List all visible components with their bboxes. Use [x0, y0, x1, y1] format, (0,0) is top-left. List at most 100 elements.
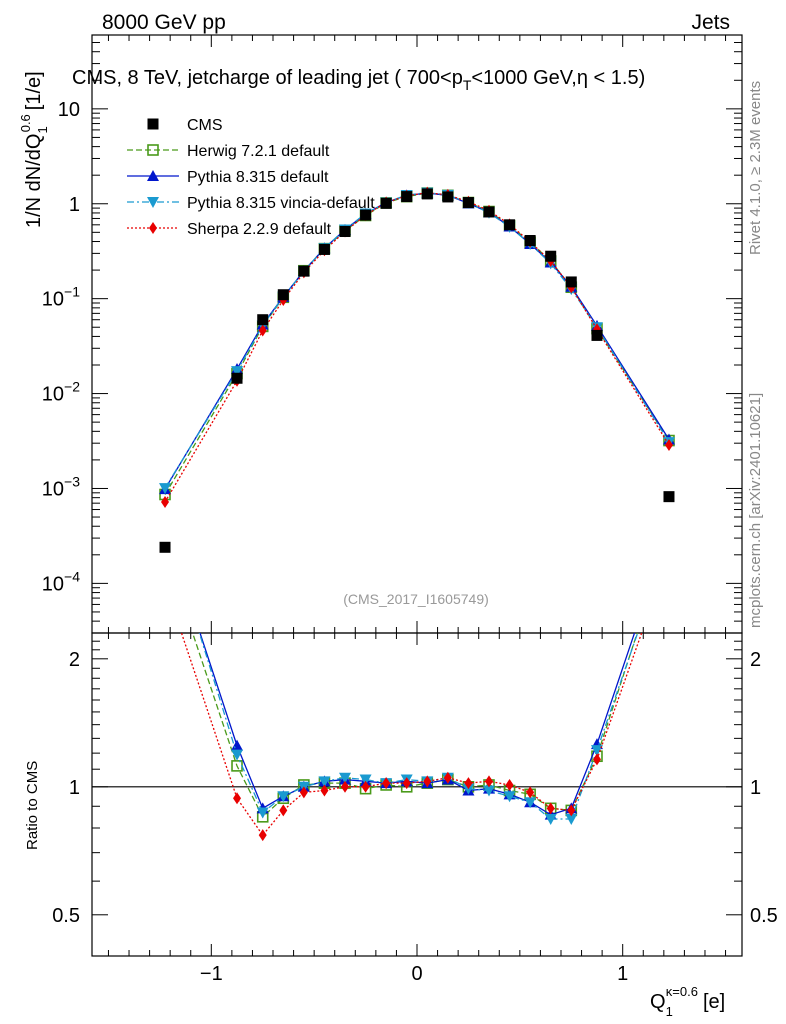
ratio-point-vincia [318, 776, 331, 788]
legend: CMS Herwig 7.2.1 default Pythia 8.315 defa… [127, 117, 375, 238]
y-tick-label: 10−4 [42, 568, 80, 595]
ratio-y-tick-label: 0.5 [52, 905, 80, 927]
xlabel-sub: 1 [666, 1004, 673, 1019]
rivet-label: Rivet 4.1.0, ≥ 2.3M events [747, 81, 764, 255]
data-point-cms [380, 197, 392, 209]
series-line-herwig [164, 192, 670, 495]
header-energy: 8000 GeV pp [102, 11, 226, 34]
ratio-panel-frame [91, 632, 743, 957]
ratio-point-sherpa [423, 775, 432, 788]
y-tick-label: 10−1 [42, 284, 80, 311]
ratio-point-sherpa [505, 778, 514, 791]
series-point-vincia [231, 366, 244, 378]
ratio-series [159, 517, 675, 842]
y-axis-label-ratio: Ratio to CMS [24, 761, 41, 850]
ylabel-sup: 0.6 [18, 114, 33, 132]
y-tick-base: 10 [42, 573, 64, 595]
data-point-cms [257, 314, 269, 326]
ratio-line-sherpa [180, 633, 643, 837]
ratio-y-tick-label-right: 0.5 [750, 905, 778, 927]
y-tick-base: 10 [42, 384, 64, 406]
x-tick-label: 1 [617, 963, 628, 985]
ratio-point-sherpa [258, 829, 267, 842]
data-point-cms [442, 191, 454, 203]
ratio-point-vincia [503, 791, 516, 803]
title-pt-subscript: T [463, 77, 472, 93]
data-point-cms [298, 265, 310, 277]
ratio-point-sherpa [161, 578, 169, 590]
data-point-cms [360, 209, 372, 221]
y-tick-base: 10 [42, 289, 64, 311]
data-point-cms [524, 235, 536, 247]
ratio-point-vincia [256, 807, 269, 819]
y-tick-label: 1 [69, 194, 80, 216]
ratio-point-vincia [462, 783, 475, 795]
data-point-cms [565, 276, 577, 288]
y-tick-base: 10 [42, 478, 64, 500]
legend-label-herwig: Herwig 7.2.1 default [187, 143, 330, 160]
y-tick-exponent: −2 [64, 379, 80, 395]
axis-ticks [92, 34, 742, 957]
x-tick-label: −1 [200, 963, 223, 985]
ratio-point-sherpa [320, 784, 329, 797]
ratio-point-sherpa [361, 780, 370, 793]
series-point-sherpa [664, 439, 673, 452]
ratio-point-vincia [663, 538, 675, 549]
ratio-point-sherpa [567, 804, 576, 817]
data-point-cms [401, 191, 413, 203]
y-tick-label: 10−3 [42, 473, 80, 500]
legend-label-pythia: Pythia 8.315 default [187, 169, 329, 186]
ratio-point-vincia [524, 797, 537, 809]
xlabel-main: Q [650, 991, 666, 1013]
ratio-point-vincia [359, 774, 372, 786]
ratio-y-tick-label-right: 1 [750, 777, 761, 799]
series-point-vincia [159, 483, 172, 495]
ratio-point-sherpa [546, 802, 555, 815]
title-main: CMS, 8 TeV, jetcharge of leading jet ( 7… [72, 67, 463, 89]
legend-label-cms: CMS [187, 117, 223, 134]
data-point-cms [318, 243, 330, 255]
ratio-point-sherpa [382, 777, 391, 790]
legend-marker-herwig [147, 144, 159, 156]
ratio-point-herwig [664, 530, 674, 540]
y-axis-label-top: 1/N dN/dQ10.6 [1/e] [18, 71, 50, 228]
data-point-cms [483, 206, 495, 218]
ratio-point-sherpa [665, 549, 673, 561]
analysis-id: (CMS_2017_I1605749) [343, 591, 489, 607]
ylabel-main: 1/N dN/dQ [23, 134, 45, 228]
mcplots-label: mcplots.cern.ch [arXiv:2401.10621] [747, 393, 764, 628]
y-tick-exponent: −1 [64, 284, 80, 300]
legend-marker-sherpa [149, 222, 157, 234]
legend-label-vincia: Pythia 8.315 vincia-default [187, 195, 375, 212]
ratio-point-sherpa [526, 786, 535, 799]
legend-marker-pythia [147, 170, 159, 181]
ratio-point-vincia [590, 745, 603, 757]
data-point-cms [421, 188, 433, 200]
legend-marker-cms [147, 118, 159, 130]
ratio-point-pythia [159, 520, 171, 531]
ratio-point-vincia [482, 785, 495, 797]
data-point-cms [591, 329, 603, 341]
ylabel-sub: 1 [35, 126, 50, 133]
series-line-sherpa [164, 192, 670, 503]
x-tick-label: 0 [411, 963, 422, 985]
legend-label-sherpa: Sherpa 2.2.9 default [187, 221, 332, 238]
ratio-point-vincia [277, 791, 290, 803]
ratio-y-tick-label: 2 [69, 649, 80, 671]
legend-marker-vincia [147, 197, 159, 208]
ratio-point-vincia [231, 749, 244, 761]
ratio-point-sherpa [233, 792, 242, 805]
ratio-point-vincia [159, 517, 171, 528]
xlabel-sup: κ=0.6 [666, 984, 698, 999]
ratio-point-sherpa [341, 780, 350, 793]
ratio-point-vincia [544, 813, 557, 825]
ylabel-unit: [1/e] [23, 71, 45, 110]
ratio-point-pythia [231, 739, 244, 751]
header-category: Jets [691, 11, 730, 34]
xlabel-unit: [e] [703, 991, 725, 1013]
y-tick-exponent: −4 [64, 568, 80, 584]
y-tick-label: 10−2 [42, 379, 80, 406]
ratio-point-sherpa [402, 777, 411, 790]
y-tick-exponent: −3 [64, 473, 80, 489]
